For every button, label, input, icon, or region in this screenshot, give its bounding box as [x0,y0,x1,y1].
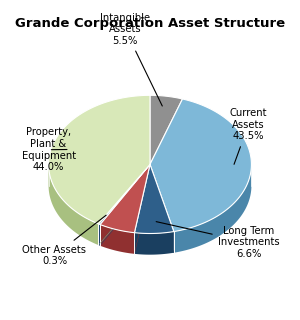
Polygon shape [98,224,100,246]
Polygon shape [150,95,182,164]
Polygon shape [174,164,251,253]
Text: Intangible
Assets
5.5%: Intangible Assets 5.5% [100,12,162,106]
Polygon shape [100,164,150,233]
Text: Current
Assets
43.5%: Current Assets 43.5% [230,108,267,164]
Polygon shape [150,99,251,232]
Polygon shape [134,232,174,255]
Polygon shape [49,95,150,224]
Polygon shape [98,164,150,225]
Text: Grande Corporation Asset Structure: Grande Corporation Asset Structure [15,17,285,30]
Polygon shape [49,164,98,245]
Text: Long Term
Investments
6.6%: Long Term Investments 6.6% [156,222,279,259]
Text: Property,
Plant &
Equipment
44.0%: Property, Plant & Equipment 44.0% [22,127,76,172]
Polygon shape [134,164,174,234]
Polygon shape [100,225,134,254]
Text: Other Assets
0.3%: Other Assets 0.3% [22,215,106,266]
